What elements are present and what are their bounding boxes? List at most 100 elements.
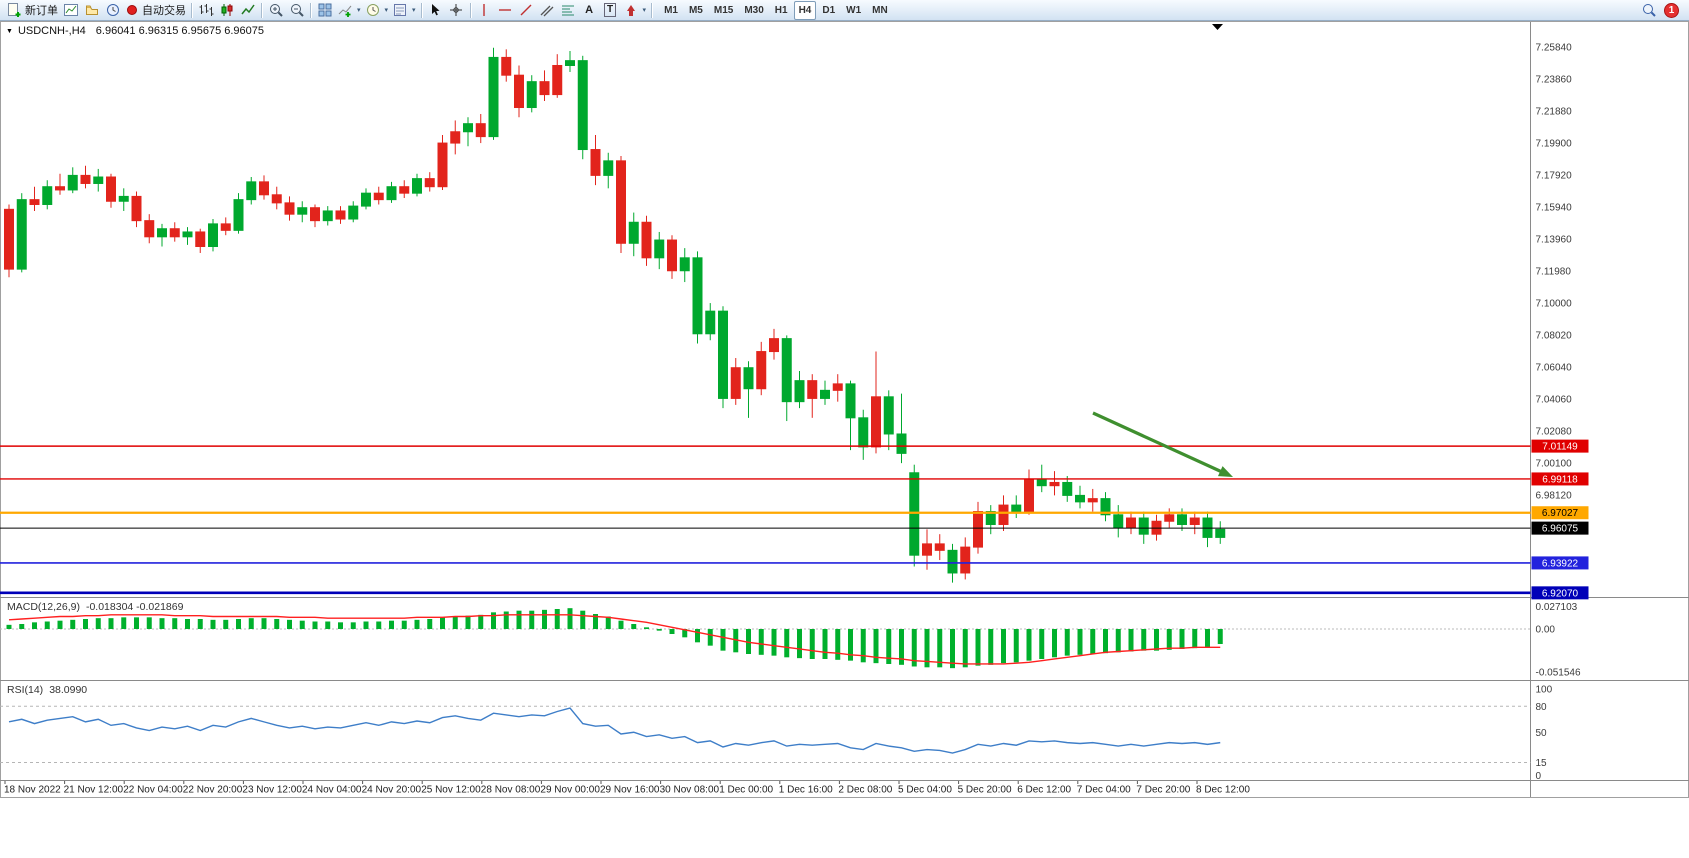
svg-text:7.25840: 7.25840 bbox=[1536, 43, 1573, 54]
svg-text:7.01149: 7.01149 bbox=[1542, 442, 1578, 453]
chart-frame bbox=[0, 21, 1689, 798]
text-label-button[interactable]: T bbox=[600, 1, 621, 20]
vertical-line-button[interactable] bbox=[474, 1, 495, 20]
toolbar-separator bbox=[469, 2, 471, 18]
svg-text:0: 0 bbox=[1536, 771, 1542, 782]
price-axis[interactable]: 7.25840 7.23860 7.21880 7.19900 7.17920 7.159… bbox=[1536, 43, 1581, 782]
trend-arrow[interactable] bbox=[1092, 411, 1233, 477]
autotrade-label: 自动交易 bbox=[142, 5, 186, 17]
new-chart-button[interactable] bbox=[60, 1, 81, 20]
macd-values: -0.018304 -0.021869 bbox=[85, 601, 184, 613]
timeframe-m15-button[interactable]: M15 bbox=[713, 4, 734, 16]
svg-text:29 Nov 16:00: 29 Nov 16:00 bbox=[600, 785, 660, 796]
svg-text:7.02080: 7.02080 bbox=[1536, 427, 1573, 438]
svg-text:15: 15 bbox=[1536, 758, 1548, 769]
profiles-button[interactable] bbox=[81, 1, 102, 20]
candlestick-chart-button[interactable] bbox=[216, 1, 237, 20]
search-icon[interactable] bbox=[1641, 2, 1657, 18]
svg-text:22 Nov 20:00: 22 Nov 20:00 bbox=[183, 785, 243, 796]
profiles-icon bbox=[85, 5, 98, 15]
svg-text:24 Nov 04:00: 24 Nov 04:00 bbox=[302, 785, 362, 796]
svg-text:5 Dec 20:00: 5 Dec 20:00 bbox=[958, 785, 1012, 796]
svg-text:7.15940: 7.15940 bbox=[1536, 203, 1573, 214]
zoom-in-button[interactable] bbox=[265, 1, 286, 20]
cursor-button[interactable] bbox=[425, 1, 446, 20]
market-watch-button[interactable] bbox=[102, 1, 123, 20]
periods-button[interactable]: ▾ bbox=[363, 1, 391, 20]
svg-text:28 Nov 08:00: 28 Nov 08:00 bbox=[481, 785, 541, 796]
svg-text:6.97027: 6.97027 bbox=[1542, 508, 1579, 519]
notification-badge[interactable]: 1 bbox=[1664, 2, 1679, 18]
new-order-icon bbox=[8, 3, 21, 17]
indicators-button[interactable]: ▾ bbox=[335, 1, 363, 20]
level-lines-layer[interactable]: 7.01149 6.99118 6.97027 6.96075 6.93922 6.920… bbox=[0, 439, 1589, 600]
symbol-title: USDCNH-,H4 bbox=[17, 25, 86, 37]
svg-text:7.00100: 7.00100 bbox=[1536, 459, 1573, 470]
macd-title: MACD(12,26,9) bbox=[7, 601, 80, 613]
svg-text:7 Dec 20:00: 7 Dec 20:00 bbox=[1136, 785, 1190, 796]
equidistant-channel-icon bbox=[540, 5, 554, 17]
zoom-out-button[interactable] bbox=[286, 1, 307, 20]
trendline-button[interactable] bbox=[516, 1, 537, 20]
toolbar-right-group: 1 bbox=[1641, 2, 1685, 18]
tile-windows-button[interactable] bbox=[314, 1, 335, 20]
fibonacci-icon bbox=[562, 5, 575, 16]
line-chart-button[interactable] bbox=[237, 1, 258, 20]
zoom-out-icon bbox=[290, 4, 304, 17]
timeframe-w1-button[interactable]: W1 bbox=[846, 4, 862, 16]
toolbar-separator bbox=[310, 2, 311, 18]
new-order-button[interactable]: 新订单 bbox=[4, 1, 60, 20]
rsi-header: RSI(14) 38.0990 bbox=[7, 684, 87, 696]
svg-text:0.027103: 0.027103 bbox=[1536, 602, 1578, 613]
svg-text:7.06040: 7.06040 bbox=[1536, 363, 1573, 374]
macd-panel[interactable] bbox=[0, 608, 1531, 669]
timeframe-m30-button[interactable]: M30 bbox=[744, 4, 764, 16]
svg-text:25 Nov 12:00: 25 Nov 12:00 bbox=[421, 785, 481, 796]
market-watch-icon bbox=[106, 4, 119, 16]
svg-text:7.04060: 7.04060 bbox=[1536, 395, 1573, 406]
horizontal-line-button[interactable] bbox=[495, 1, 516, 20]
bar-chart-button[interactable] bbox=[195, 1, 216, 20]
svg-text:6.98120: 6.98120 bbox=[1536, 491, 1573, 502]
candlestick-chart-icon bbox=[221, 4, 232, 16]
timeframe-m5-button[interactable]: M5 bbox=[688, 4, 703, 16]
svg-text:30 Nov 08:00: 30 Nov 08:00 bbox=[660, 785, 720, 796]
horizontal-line-icon bbox=[499, 9, 512, 11]
new-order-label: 新订单 bbox=[25, 5, 58, 17]
timeframe-h1-button[interactable]: H1 bbox=[774, 4, 788, 16]
autotrade-button[interactable]: 自动交易 bbox=[123, 1, 188, 20]
svg-text:7.10000: 7.10000 bbox=[1536, 299, 1573, 310]
toolbar-separator bbox=[191, 2, 192, 18]
crosshair-button[interactable] bbox=[446, 1, 467, 20]
timeframe-d1-button[interactable]: D1 bbox=[822, 4, 836, 16]
svg-text:22 Nov 04:00: 22 Nov 04:00 bbox=[123, 785, 183, 796]
time-axis[interactable]: 18 Nov 2022 21 Nov 12:00 22 Nov 04:00 22 No… bbox=[4, 781, 1250, 796]
fibonacci-button[interactable] bbox=[558, 1, 579, 20]
dropdown-caret-icon: ▾ bbox=[642, 7, 647, 14]
dropdown-caret-icon: ▾ bbox=[384, 7, 389, 14]
window-menu-icon[interactable]: ▼ bbox=[6, 28, 13, 35]
rsi-title: RSI(14) bbox=[7, 684, 44, 696]
svg-text:6.96075: 6.96075 bbox=[1542, 524, 1579, 535]
rsi-panel[interactable] bbox=[0, 705, 1531, 764]
text-button[interactable]: A bbox=[579, 1, 600, 20]
templates-button[interactable]: ▾ bbox=[390, 1, 418, 20]
timeframe-m1-button[interactable]: M1 bbox=[664, 4, 678, 16]
new-chart-icon bbox=[63, 4, 78, 16]
arrows-button[interactable]: ▾ bbox=[621, 1, 649, 20]
timeframe-h4-button[interactable]: H4 bbox=[793, 0, 817, 20]
dropdown-caret-icon: ▾ bbox=[412, 7, 416, 14]
timeframe-mn-button[interactable]: MN bbox=[872, 4, 888, 16]
equidistant-channel-button[interactable] bbox=[537, 1, 558, 20]
svg-text:24 Nov 20:00: 24 Nov 20:00 bbox=[362, 785, 422, 796]
candles-layer[interactable] bbox=[4, 47, 1226, 583]
svg-text:6 Dec 12:00: 6 Dec 12:00 bbox=[1017, 785, 1071, 796]
svg-text:2 Dec 08:00: 2 Dec 08:00 bbox=[838, 785, 892, 796]
toolbar-separator bbox=[261, 2, 262, 18]
crosshair-icon bbox=[450, 4, 463, 16]
tile-windows-icon bbox=[318, 3, 331, 17]
svg-text:1 Dec 16:00: 1 Dec 16:00 bbox=[779, 785, 833, 796]
svg-text:7 Dec 04:00: 7 Dec 04:00 bbox=[1077, 785, 1131, 796]
svg-text:7.19900: 7.19900 bbox=[1536, 139, 1573, 150]
